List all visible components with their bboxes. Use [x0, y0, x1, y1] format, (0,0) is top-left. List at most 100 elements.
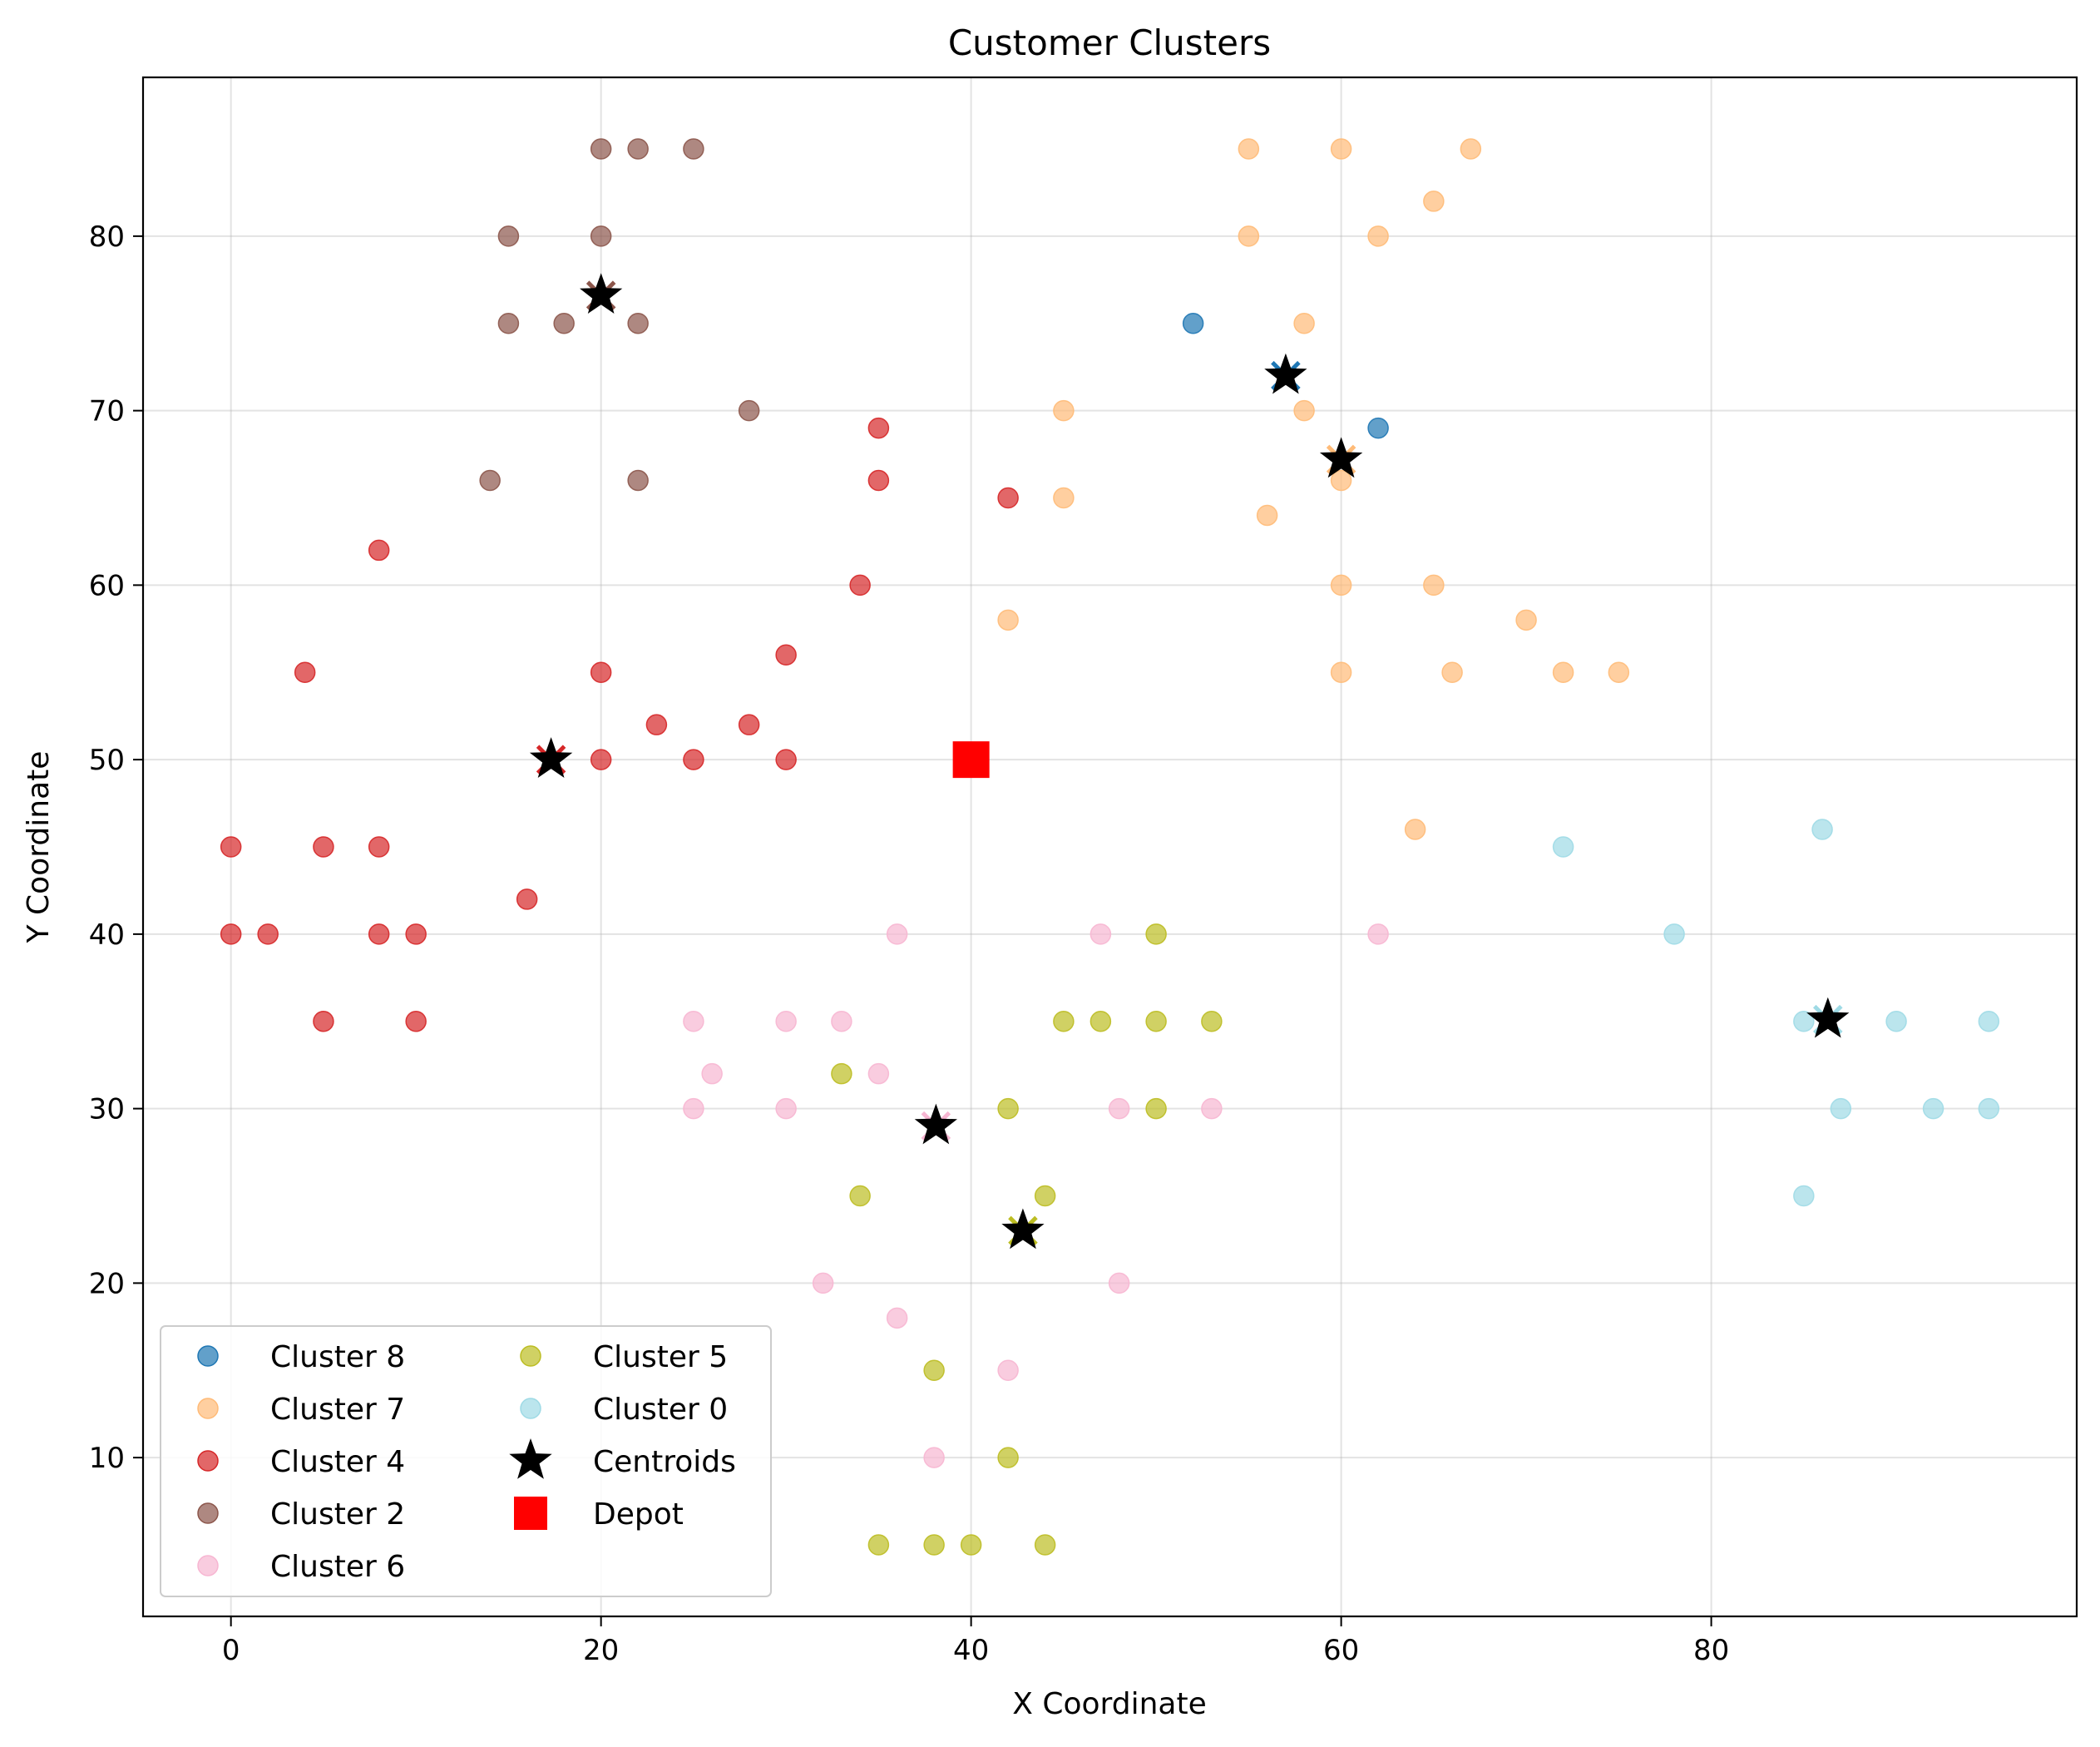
cluster-point [1090, 1011, 1112, 1032]
centroid-star [914, 1103, 957, 1145]
cluster-point [1293, 312, 1315, 334]
legend-label: Cluster 8 [270, 1340, 405, 1374]
cluster-point [1201, 1097, 1223, 1120]
cluster-point [368, 836, 390, 858]
grid [143, 77, 2077, 1616]
cluster-point [683, 749, 704, 770]
x-tick-label: 0 [222, 1634, 240, 1667]
y-tick-label: 30 [89, 1093, 125, 1126]
cluster-point [516, 888, 538, 910]
cluster-point [1367, 225, 1389, 247]
cluster-point [1053, 1011, 1075, 1032]
cluster-point [590, 225, 612, 247]
cluster-point [683, 1011, 704, 1032]
cluster-point [1108, 1097, 1130, 1120]
cluster-point [867, 417, 890, 439]
cluster-point [1238, 138, 1260, 160]
cluster-point [1367, 923, 1389, 945]
cluster-point [1108, 1272, 1130, 1294]
cluster-point [849, 574, 871, 596]
y-tick-label: 40 [89, 918, 125, 952]
cluster-point [553, 312, 575, 334]
centroid-star [580, 273, 623, 314]
cluster-point [590, 749, 612, 770]
legend-label: Cluster 4 [270, 1445, 405, 1479]
centroid-star [1001, 1208, 1045, 1250]
cluster-point [997, 1097, 1019, 1120]
legend-marker [197, 1450, 219, 1472]
x-tick-label: 20 [583, 1634, 619, 1667]
cluster-point [701, 1062, 723, 1085]
legend-marker [197, 1555, 219, 1576]
cluster-point [775, 749, 797, 770]
y-axis-label: Y Coordinate [22, 751, 56, 944]
legend-box [160, 1325, 772, 1597]
legend-marker [197, 1502, 219, 1524]
cluster-point [738, 714, 760, 735]
cluster-point [997, 487, 1019, 509]
cluster-point [1404, 819, 1426, 840]
cluster-point [775, 644, 797, 666]
cluster-point [1090, 923, 1112, 945]
plot-marks [220, 138, 2000, 1556]
cluster-point [997, 609, 1019, 631]
cluster-point [590, 661, 612, 683]
x-axis-label: X Coordinate [1012, 1687, 1206, 1721]
cluster-point [775, 1011, 797, 1032]
cluster-point [923, 1447, 945, 1468]
cluster-point [1423, 191, 1445, 212]
cluster-point [479, 469, 501, 492]
y-tick-label: 10 [89, 1442, 125, 1475]
legend-marker [197, 1345, 219, 1367]
legend-label: Depot [593, 1497, 684, 1532]
cluster-point [1053, 399, 1075, 422]
cluster-point [1922, 1097, 1944, 1120]
x-tick-label: 60 [1323, 1634, 1359, 1667]
cluster-point [1885, 1011, 1907, 1032]
legend-marker [520, 1345, 541, 1367]
legend-label: Centroids [593, 1445, 736, 1479]
cluster-point [405, 1011, 427, 1032]
y-tick-label: 80 [89, 220, 125, 254]
cluster-point [313, 836, 334, 858]
cluster-point [775, 1097, 797, 1120]
legend-marker [509, 1438, 552, 1479]
cluster-point [1330, 574, 1352, 596]
cluster-point [738, 399, 760, 422]
cluster-point [831, 1011, 852, 1032]
cluster-point [1330, 138, 1352, 160]
cluster-point [1145, 1011, 1167, 1032]
y-tick-label: 60 [89, 569, 125, 602]
legend-marker [514, 1497, 547, 1530]
cluster-point [627, 312, 649, 334]
cluster-point [368, 539, 390, 562]
cluster-point [1145, 1097, 1167, 1120]
x-tick-label: 40 [953, 1634, 989, 1667]
cluster-point [1145, 923, 1167, 945]
y-tick-label: 70 [89, 395, 125, 428]
cluster-point [867, 469, 890, 492]
cluster-point [923, 1534, 945, 1556]
cluster-point [645, 714, 668, 735]
cluster-point [1793, 1185, 1815, 1207]
cluster-point [497, 225, 520, 247]
centroid-star [1264, 353, 1307, 394]
cluster-point [1978, 1097, 2000, 1120]
cluster-point [1238, 225, 1260, 247]
legend-label: Cluster 5 [593, 1340, 728, 1374]
centroid-star [1806, 997, 1850, 1038]
cluster-point [831, 1062, 852, 1085]
cluster-point [1201, 1011, 1223, 1032]
cluster-point [1330, 661, 1352, 683]
cluster-point [1515, 609, 1537, 631]
cluster-point [1830, 1097, 1852, 1120]
cluster-point [497, 312, 520, 334]
cluster-point [627, 138, 649, 160]
cluster-point [1034, 1534, 1056, 1556]
cluster-point [997, 1447, 1019, 1468]
cluster-point [590, 138, 612, 160]
cluster-point [960, 1534, 982, 1556]
cluster-point [1460, 138, 1482, 160]
cluster-point [886, 1307, 908, 1329]
